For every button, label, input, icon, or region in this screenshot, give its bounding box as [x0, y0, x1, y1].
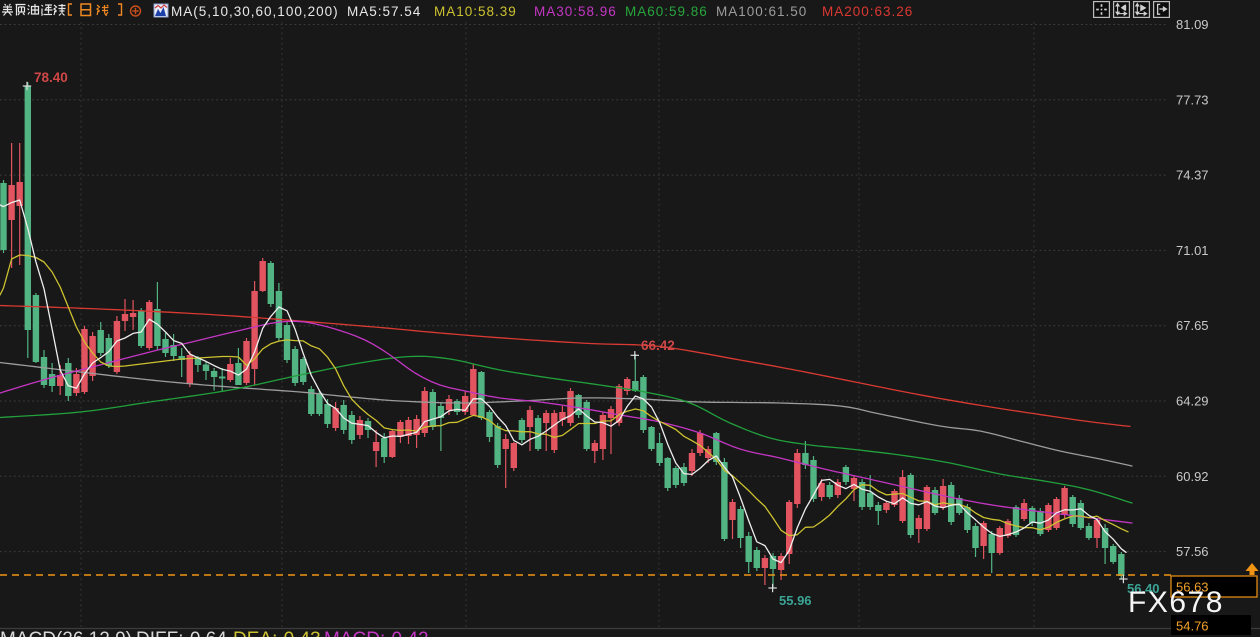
svg-text:81.09: 81.09 [1176, 17, 1209, 32]
svg-text:DIFF:-0.64: DIFF:-0.64 [136, 629, 227, 637]
svg-text:MACD(26,12,9): MACD(26,12,9) [0, 629, 132, 637]
svg-text:MACD:-0.42: MACD:-0.42 [324, 629, 429, 637]
svg-text:MA5:57.54: MA5:57.54 [347, 4, 421, 19]
svg-text:64.29: 64.29 [1176, 394, 1209, 409]
svg-text:60.92: 60.92 [1176, 469, 1209, 484]
svg-text:71.01: 71.01 [1176, 243, 1209, 258]
svg-text:54.76: 54.76 [1176, 619, 1209, 634]
svg-text:67.65: 67.65 [1176, 318, 1209, 333]
svg-text:78.40: 78.40 [34, 70, 68, 85]
svg-text:DEA:-0.43: DEA:-0.43 [233, 629, 321, 637]
svg-text:MA100:61.50: MA100:61.50 [716, 4, 807, 19]
svg-text:55.96: 55.96 [779, 593, 812, 608]
svg-text:MA(5,10,30,60,100,200): MA(5,10,30,60,100,200) [171, 4, 339, 19]
svg-text:FX678: FX678 [1128, 586, 1224, 619]
svg-text:74.37: 74.37 [1176, 168, 1209, 183]
svg-text:56.40: 56.40 [1127, 581, 1160, 596]
svg-text:56.63: 56.63 [1176, 580, 1209, 595]
svg-text:77.73: 77.73 [1176, 92, 1209, 107]
svg-text:MA60:59.86: MA60:59.86 [625, 4, 708, 19]
svg-text:57.56: 57.56 [1176, 544, 1209, 559]
svg-text:66.42: 66.42 [641, 338, 675, 353]
svg-text:MA30:58.96: MA30:58.96 [534, 4, 617, 19]
svg-text:MA10:58.39: MA10:58.39 [434, 4, 517, 19]
svg-text:MA200:63.26: MA200:63.26 [822, 4, 913, 19]
